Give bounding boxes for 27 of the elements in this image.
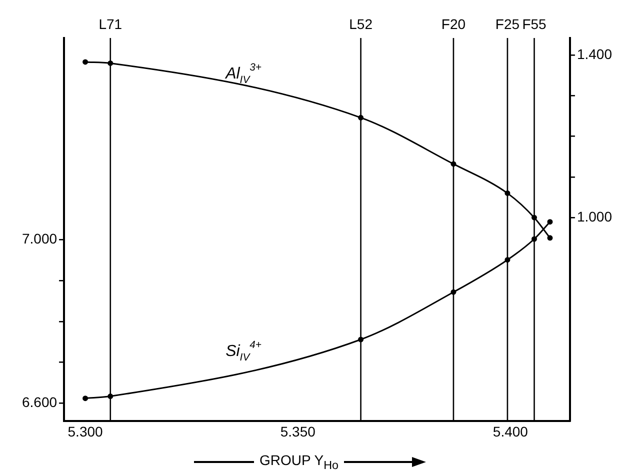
ref-line-label: L52	[349, 16, 373, 32]
y2-tick-label: 1.000	[576, 208, 612, 224]
y2-tick-label: 1.400	[576, 46, 612, 62]
ref-line-label: F25	[495, 16, 520, 32]
x-tick-label: 5.400	[492, 423, 528, 440]
point	[504, 257, 510, 263]
point	[358, 114, 364, 120]
point	[450, 289, 456, 295]
point	[532, 236, 538, 242]
point	[108, 60, 114, 66]
point	[547, 219, 553, 225]
y-tick-label: 7.000	[22, 230, 58, 247]
x-tick-label: 5.300	[68, 423, 104, 440]
x-tick-label: 5.350	[280, 423, 316, 440]
y-tick-label: 6.600	[22, 394, 58, 410]
point	[450, 161, 456, 167]
point	[82, 396, 88, 402]
ref-line-label: F55	[522, 16, 547, 32]
x-axis-title: GROUP Y$_{Ho}$	[260, 452, 338, 472]
point	[358, 336, 364, 342]
point	[547, 235, 553, 241]
point	[532, 214, 538, 220]
point	[82, 59, 88, 65]
ref-line-label: F20	[441, 16, 466, 32]
point	[108, 394, 114, 400]
point	[504, 190, 510, 196]
ref-line-label: L71	[98, 16, 122, 32]
